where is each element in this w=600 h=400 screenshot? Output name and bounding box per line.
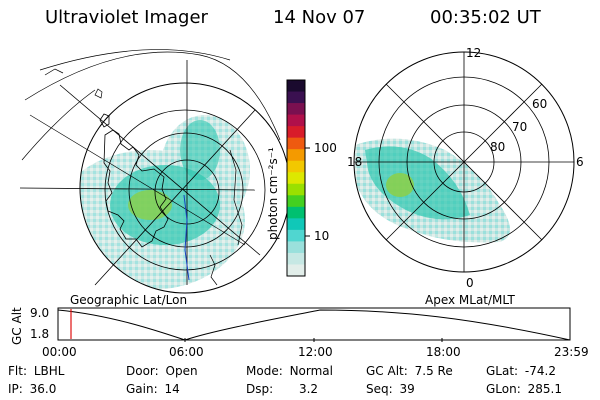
mlat-label-60: 60 bbox=[532, 97, 548, 111]
colorbar-tick-10: 10 bbox=[314, 229, 330, 243]
mlt-label-0: 0 bbox=[466, 276, 474, 290]
seq-value: 39 bbox=[399, 382, 415, 396]
colorbar-tick-100: 100 bbox=[314, 141, 337, 155]
emission-region bbox=[386, 173, 414, 197]
colorbar-segment bbox=[287, 160, 305, 173]
mlt-label-6: 6 bbox=[576, 155, 584, 169]
colorbar-segment bbox=[287, 183, 305, 196]
colorbar-segment bbox=[287, 103, 305, 116]
colorbar-segment bbox=[287, 137, 305, 150]
coastline-antarctica bbox=[103, 129, 169, 248]
glat-value: -74.2 bbox=[524, 364, 556, 378]
timeline-x-tick: 00:00 bbox=[42, 345, 77, 359]
flt-label: Flt: bbox=[8, 364, 27, 378]
colorbar-segment bbox=[287, 80, 305, 93]
dsp-label: Dsp: bbox=[246, 382, 274, 396]
seq-label: Seq: bbox=[366, 382, 393, 396]
colorbar-segment bbox=[287, 241, 305, 254]
colorbar-segment bbox=[287, 195, 305, 208]
colorbar-unit-label: photon cm⁻²s⁻¹ bbox=[266, 147, 280, 240]
timeline-x-tick: 18:00 bbox=[426, 345, 461, 359]
info-door: Door: Open bbox=[126, 364, 198, 378]
longitude-line bbox=[59, 84, 261, 256]
glon-value: 285.1 bbox=[527, 382, 562, 396]
info-dsp: Dsp: 3.2 bbox=[246, 382, 318, 396]
timeline-y-label: GC Alt bbox=[10, 307, 24, 345]
coastline bbox=[44, 68, 64, 76]
mlt-label-12: 12 bbox=[466, 46, 482, 60]
emission-region bbox=[180, 120, 220, 180]
mode-label: Mode: bbox=[246, 364, 283, 378]
geographic-panel bbox=[19, 49, 291, 294]
glon-label: GLon: bbox=[486, 382, 521, 396]
info-gain: Gain: 14 bbox=[126, 382, 180, 396]
coastline bbox=[229, 149, 243, 246]
mlat-label-80: 80 bbox=[490, 140, 506, 154]
longitude-line bbox=[29, 114, 246, 246]
altitude-timeline bbox=[57, 307, 571, 342]
altitude-curve bbox=[57, 309, 571, 341]
grid-arc bbox=[39, 49, 231, 71]
dsp-value: 3.2 bbox=[298, 382, 319, 396]
gain-value: 14 bbox=[164, 382, 180, 396]
door-label: Door: bbox=[126, 364, 159, 378]
magnetic-panel bbox=[353, 51, 575, 273]
colorbar bbox=[286, 79, 310, 277]
colorbar-segment bbox=[287, 126, 305, 139]
door-value: Open bbox=[165, 364, 198, 378]
longitude-line bbox=[94, 109, 256, 286]
info-glat: GLat: -74.2 bbox=[486, 364, 556, 378]
info-seq: Seq: 39 bbox=[366, 382, 415, 396]
date-label: 14 Nov 07 bbox=[273, 7, 366, 28]
coastline bbox=[94, 88, 103, 99]
mlt-label-18: 18 bbox=[347, 155, 363, 169]
colorbar-segment bbox=[287, 91, 305, 104]
colorbar-segment bbox=[287, 218, 305, 231]
info-mode: Mode: Normal bbox=[246, 364, 333, 378]
mode-value: Normal bbox=[289, 364, 333, 378]
terminator-line bbox=[183, 194, 190, 281]
time-label: 00:35:02 UT bbox=[430, 7, 541, 28]
info-gcalt: GC Alt: 7.5 Re bbox=[366, 364, 453, 378]
magnetic-panel-label: Apex MLat/MLT bbox=[425, 293, 515, 307]
info-flt: Flt: LBHL bbox=[8, 364, 64, 378]
gcalt-value: 7.5 Re bbox=[414, 364, 453, 378]
colorbar-segment bbox=[287, 172, 305, 185]
mlt-line-diag bbox=[385, 83, 543, 241]
colorbar-segment bbox=[287, 229, 305, 242]
geographic-panel-label: Geographic Lat/Lon bbox=[70, 293, 188, 307]
latitude-circle bbox=[104, 109, 266, 271]
timeline-y-tick-max: 9.0 bbox=[30, 306, 50, 320]
ip-label: IP: bbox=[8, 382, 23, 396]
timeline-x-tick: 23:59 bbox=[554, 345, 589, 359]
ip-value: 36.0 bbox=[29, 382, 57, 396]
colorbar-frame bbox=[286, 79, 306, 277]
gain-label: Gain: bbox=[126, 382, 158, 396]
coastline bbox=[209, 254, 218, 286]
longitude-line bbox=[19, 187, 256, 191]
info-glon: GLon: 285.1 bbox=[486, 382, 562, 396]
colorbar-segment bbox=[287, 149, 305, 162]
colorbar-segment bbox=[287, 252, 305, 265]
info-ip: IP: 36.0 bbox=[8, 382, 56, 396]
colorbar-segment bbox=[287, 114, 305, 127]
gcalt-label: GC Alt: bbox=[366, 364, 408, 378]
app-title: Ultraviolet Imager bbox=[45, 7, 208, 28]
mlat-label-70: 70 bbox=[512, 120, 528, 134]
grid-arc bbox=[21, 89, 96, 161]
timeline-x-tick: 12:00 bbox=[298, 345, 333, 359]
colorbar-segment bbox=[287, 206, 305, 219]
colorbar-segment bbox=[287, 264, 305, 277]
glat-label: GLat: bbox=[486, 364, 519, 378]
grid-arc bbox=[24, 51, 281, 141]
emission-region bbox=[365, 146, 470, 220]
flt-value: LBHL bbox=[33, 364, 65, 378]
timeline-x-tick: 06:00 bbox=[169, 345, 204, 359]
timeline-y-tick-min: 1.8 bbox=[30, 327, 50, 341]
coastline bbox=[99, 113, 110, 128]
